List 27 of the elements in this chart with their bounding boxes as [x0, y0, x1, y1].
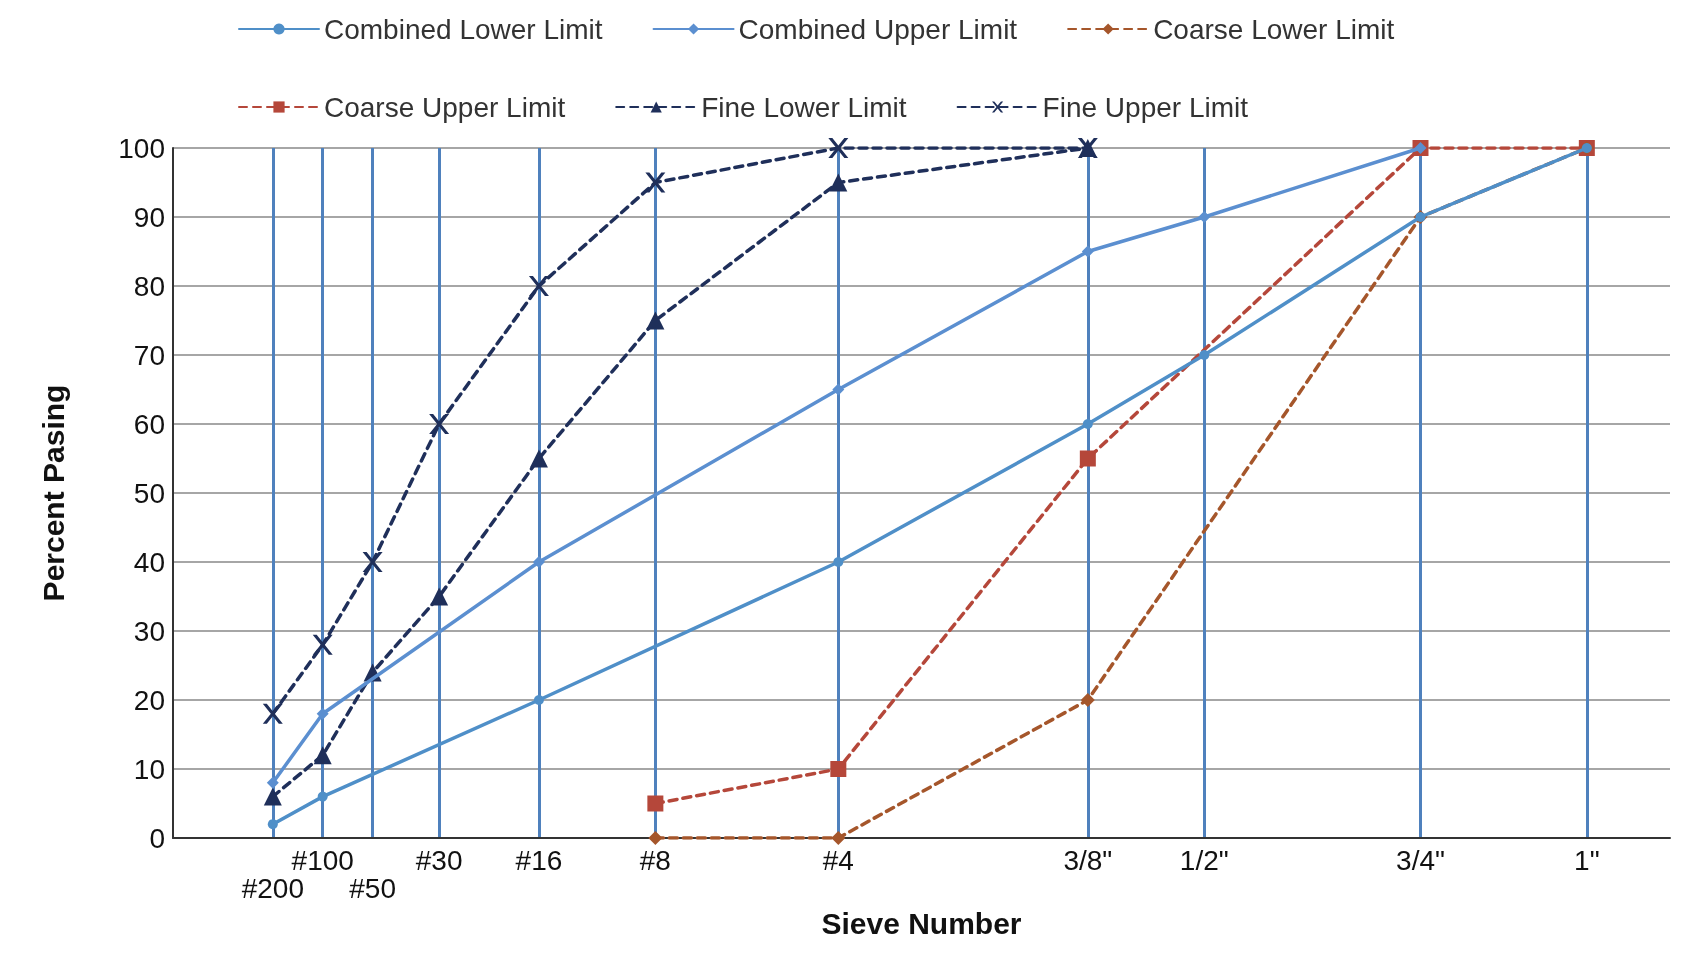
y-tick-label: 10: [133, 753, 165, 785]
y-tick-label: 100: [118, 132, 165, 164]
y-tick-label: 80: [133, 270, 165, 302]
x-tick-label: #16: [515, 844, 563, 876]
y-tick-label: 20: [133, 684, 165, 716]
legend-label: Fine Lower Limit: [701, 91, 907, 123]
x-tick-label: #4: [822, 844, 854, 876]
x-tick-label: 1": [1574, 844, 1600, 876]
x-axis-title: Sieve Number: [821, 906, 1022, 940]
legend-label: Coarse Lower Limit: [1153, 13, 1395, 45]
y-tick-label: 30: [133, 615, 165, 647]
x-tick-label: #30: [415, 844, 463, 876]
x-tick-label: 3/4": [1396, 844, 1445, 876]
y-tick-label: 40: [133, 546, 165, 578]
y-tick-label: 90: [133, 201, 165, 233]
y-tick-label: 50: [133, 477, 165, 509]
x-tick-label: 1/2": [1179, 844, 1229, 876]
legend-label: Combined Upper Limit: [738, 13, 1018, 45]
legend-label: Fine Upper Limit: [1042, 91, 1249, 123]
legend-label: Coarse Upper Limit: [324, 91, 566, 123]
y-axis-title: Percent Pasing: [36, 384, 70, 602]
legend-label: Combined Lower Limit: [324, 13, 603, 45]
x-tick-label: 3/8": [1063, 844, 1113, 876]
y-tick-label: 0: [149, 822, 165, 854]
x-tick-label: #8: [639, 844, 671, 876]
y-tick-label: 70: [133, 339, 165, 371]
y-tick-label: 60: [133, 408, 165, 440]
